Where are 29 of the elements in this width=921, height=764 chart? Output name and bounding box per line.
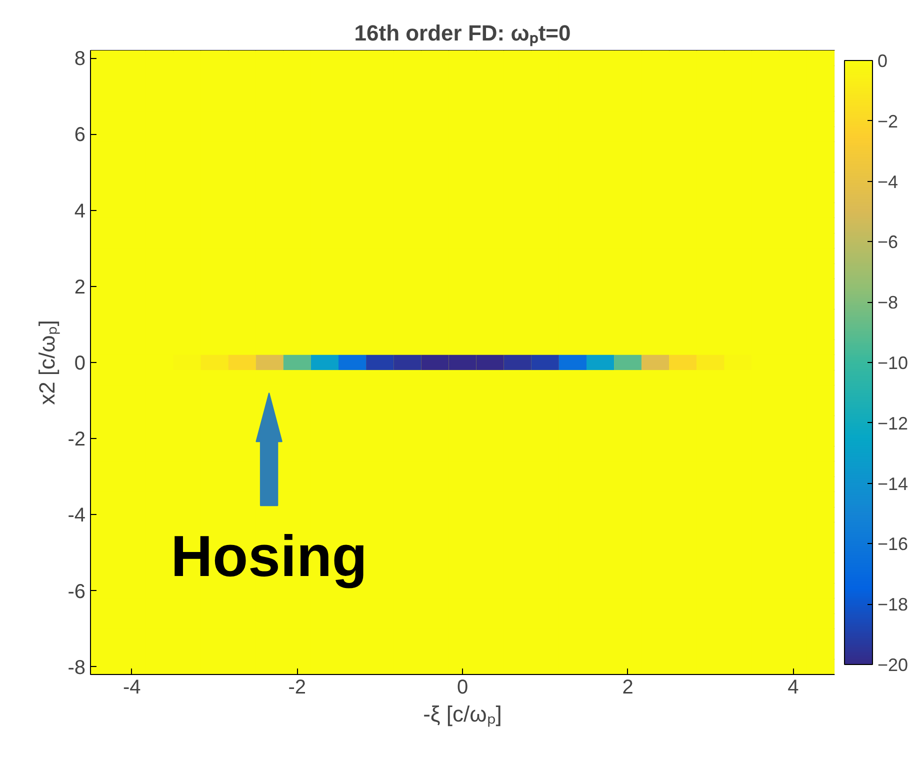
color-bar-label: −8 [878, 292, 898, 313]
x-axis-title: -ξ [c/ωₚ] [423, 702, 502, 728]
y-tick-label: 2 [74, 276, 86, 298]
color-bar-label: −18 [878, 594, 908, 615]
color-bar-label: −20 [878, 655, 908, 675]
y-tick-label: -6 [68, 580, 86, 603]
y-tick-label: -4 [68, 504, 86, 527]
color-bar-label: −10 [878, 353, 908, 373]
color-bar-label: −6 [878, 232, 898, 252]
y-axis-title: x2 [c/ωₚ] [34, 320, 61, 405]
y-tick-label: 0 [74, 352, 86, 374]
color-bar-label: −2 [878, 111, 898, 132]
y-tick-label: -2 [68, 428, 86, 451]
y-tick-label: 4 [74, 200, 86, 222]
x-tick-label: 2 [622, 676, 634, 698]
x-tick-label: 0 [456, 676, 468, 698]
color-bar-label: 0 [878, 51, 888, 71]
annotation: Hosing [170, 524, 368, 589]
color-bar-label: −12 [878, 413, 908, 434]
x-tick-label: -4 [122, 676, 141, 698]
y-tick-label: 8 [74, 48, 86, 70]
color-bar-label: −14 [878, 474, 908, 494]
chart-title: 16th order FD: ωₚt=0 [354, 20, 571, 46]
color-bar-label: −16 [878, 534, 908, 554]
color-bar-label: −4 [878, 172, 898, 192]
y-tick-label: 6 [74, 124, 86, 146]
x-tick-label: -2 [288, 676, 306, 698]
x-tick-label: 4 [788, 676, 799, 698]
y-tick-label: -8 [68, 656, 86, 679]
